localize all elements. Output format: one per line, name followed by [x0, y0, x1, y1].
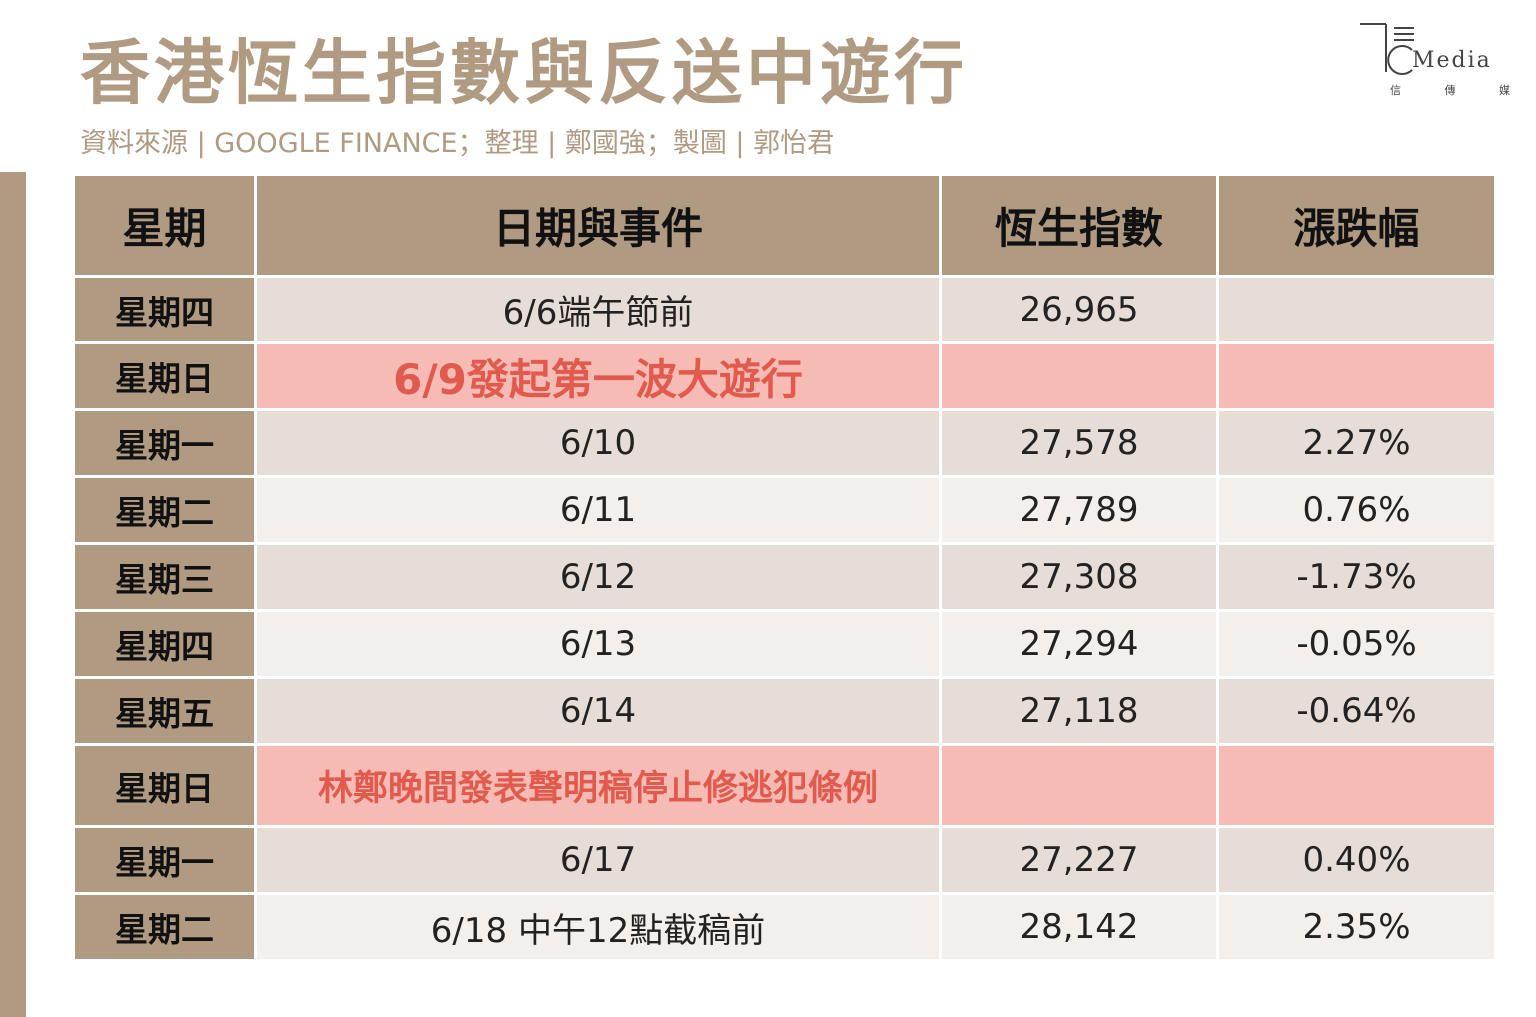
change-cell: 2.35% [1219, 895, 1494, 959]
header-date-event: 日期與事件 [257, 176, 939, 275]
source-credit: 資料來源 | GOOGLE FINANCE；整理 | 鄭國強；製圖 | 郭怡君 [80, 128, 835, 159]
table-row: 星期四 6/6端午節前 26,965 [75, 278, 1494, 341]
index-cell: 27,118 [942, 679, 1216, 743]
page-title: 香港恆生指數與反送中遊行 [80, 32, 968, 114]
index-cell: 27,227 [942, 828, 1216, 892]
change-cell: -1.73% [1219, 545, 1494, 609]
logo-sub-char: 傳 [1444, 84, 1456, 97]
change-cell: 2.27% [1219, 411, 1494, 475]
date-event-cell: 6/11 [257, 478, 939, 542]
index-cell: 26,965 [942, 278, 1216, 341]
change-cell [1219, 746, 1494, 825]
change-cell: 0.76% [1219, 478, 1494, 542]
index-cell [942, 746, 1216, 825]
table-row: 星期三 6/12 27,308 -1.73% [75, 545, 1494, 609]
header-weekday: 星期 [75, 176, 254, 275]
date-event-cell: 6/18 中午12點截稿前 [257, 895, 939, 959]
change-cell: -0.05% [1219, 612, 1494, 676]
weekday-cell: 星期一 [75, 828, 254, 892]
weekday-cell: 星期日 [75, 746, 254, 825]
index-cell: 27,294 [942, 612, 1216, 676]
date-event-cell: 6/10 [257, 411, 939, 475]
change-cell [1219, 278, 1494, 341]
change-cell: -0.64% [1219, 679, 1494, 743]
date-event-cell: 6/6端午節前 [257, 278, 939, 341]
event-cell: 林鄭晚間發表聲明稿停止修逃犯條例 [257, 746, 939, 825]
date-event-cell: 6/13 [257, 612, 939, 676]
event-cell: 6/9發起第一波大遊行 [257, 344, 939, 408]
index-cell: 27,308 [942, 545, 1216, 609]
index-cell: 27,578 [942, 411, 1216, 475]
header-hsi: 恆生指數 [942, 176, 1216, 275]
index-cell [942, 344, 1216, 408]
index-cell: 28,142 [942, 895, 1216, 959]
table-row: 星期二 6/18 中午12點截稿前 28,142 2.35% [75, 895, 1494, 959]
weekday-cell: 星期一 [75, 411, 254, 475]
media-logo: Media 信 傳 媒 [1356, 20, 1516, 100]
weekday-cell: 星期日 [75, 344, 254, 408]
event-row: 星期日 6/9發起第一波大遊行 [75, 344, 1494, 408]
table-row: 星期五 6/14 27,118 -0.64% [75, 679, 1494, 743]
table-row: 星期四 6/13 27,294 -0.05% [75, 612, 1494, 676]
weekday-cell: 星期四 [75, 278, 254, 341]
event-row: 星期日 林鄭晚間發表聲明稿停止修逃犯條例 [75, 746, 1494, 825]
weekday-cell: 星期四 [75, 612, 254, 676]
weekday-cell: 星期二 [75, 478, 254, 542]
logo-sub-char: 信 [1390, 84, 1401, 97]
table-row: 星期一 6/10 27,578 2.27% [75, 411, 1494, 475]
table-row: 星期一 6/17 27,227 0.40% [75, 828, 1494, 892]
logo-mark-icon [1356, 20, 1416, 92]
change-cell [1219, 344, 1494, 408]
date-event-cell: 6/17 [257, 828, 939, 892]
table-row: 星期二 6/11 27,789 0.76% [75, 478, 1494, 542]
weekday-cell: 星期二 [75, 895, 254, 959]
logo-sub-char: 媒 [1499, 84, 1510, 97]
table-header-row: 星期 日期與事件 恆生指數 漲跌幅 [75, 176, 1494, 275]
index-cell: 27,789 [942, 478, 1216, 542]
logo-subtitle: 信 傳 媒 [1390, 82, 1510, 98]
date-event-cell: 6/14 [257, 679, 939, 743]
change-cell: 0.40% [1219, 828, 1494, 892]
header-change: 漲跌幅 [1219, 176, 1494, 275]
weekday-cell: 星期三 [75, 545, 254, 609]
hsi-table: 星期 日期與事件 恆生指數 漲跌幅 星期四 6/6端午節前 26,965 星期日… [72, 173, 1497, 962]
date-event-cell: 6/12 [257, 545, 939, 609]
weekday-cell: 星期五 [75, 679, 254, 743]
side-accent-bar [0, 172, 26, 1017]
logo-wordmark: Media [1412, 48, 1492, 73]
